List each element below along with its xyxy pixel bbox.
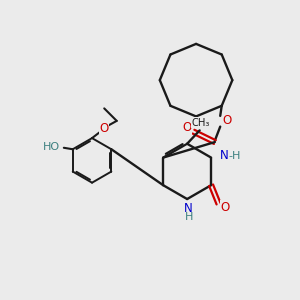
Text: HO: HO [43, 142, 60, 152]
Text: CH₃: CH₃ [192, 118, 210, 128]
Text: O: O [222, 114, 231, 127]
Text: O: O [99, 122, 109, 135]
Text: O: O [182, 121, 192, 134]
Text: H: H [184, 212, 193, 223]
Text: -H: -H [229, 151, 241, 161]
Text: N: N [220, 149, 229, 162]
Text: N: N [184, 202, 193, 215]
Text: O: O [220, 201, 230, 214]
